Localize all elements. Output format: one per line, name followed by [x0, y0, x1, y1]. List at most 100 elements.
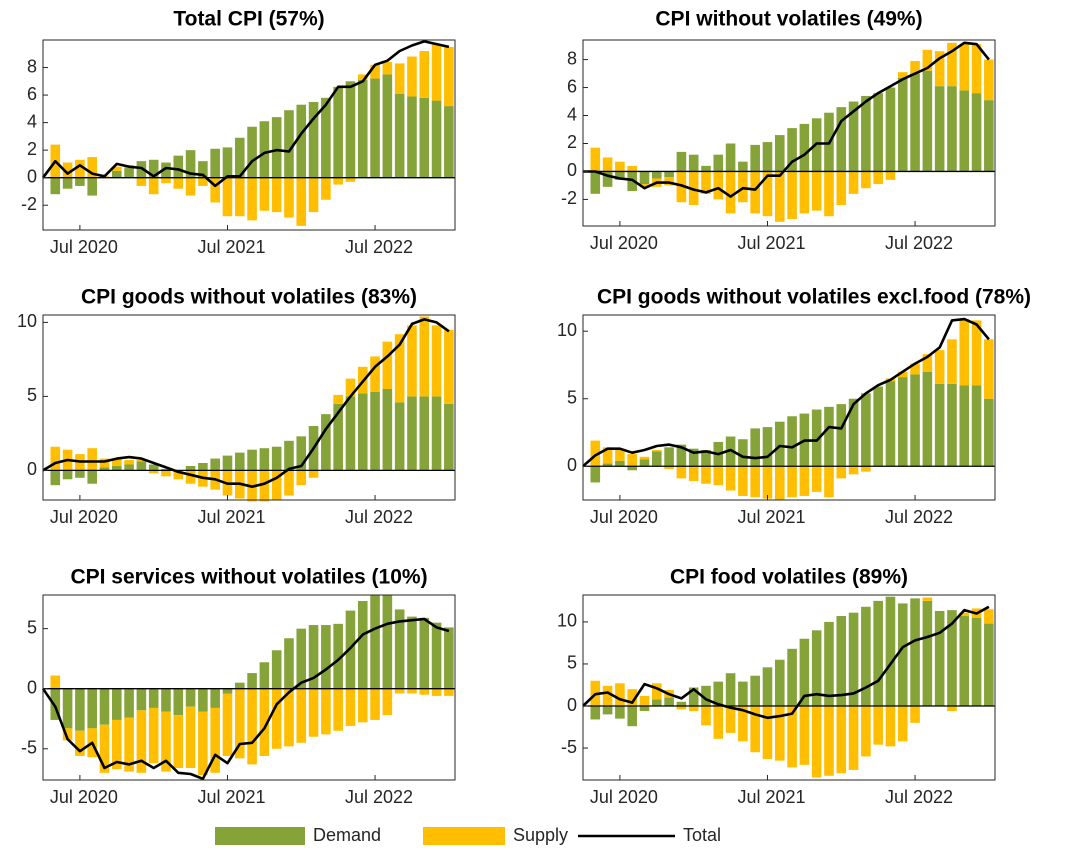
bar — [651, 450, 662, 452]
bar — [676, 466, 687, 479]
bar — [382, 688, 393, 716]
bar — [87, 157, 97, 178]
legend-swatch — [423, 827, 505, 845]
bar — [431, 396, 442, 471]
bar — [370, 595, 380, 689]
bar — [296, 470, 307, 486]
y-tick-label: -2 — [561, 188, 577, 208]
y-tick-label: 10 — [17, 311, 37, 331]
bar — [222, 455, 233, 471]
bar — [419, 97, 430, 178]
axes-box — [582, 314, 996, 501]
bar — [725, 673, 736, 706]
bar — [787, 706, 797, 768]
bar — [357, 601, 368, 689]
bar — [651, 451, 662, 467]
bar — [296, 104, 307, 178]
bar — [136, 461, 147, 471]
bar — [725, 466, 736, 491]
bar — [382, 595, 393, 689]
bar — [750, 706, 760, 753]
bar — [602, 171, 613, 187]
x-tick-label: Jul 2020 — [590, 787, 658, 807]
bar — [333, 86, 343, 178]
bar — [111, 688, 122, 720]
bar — [185, 177, 196, 196]
bar — [910, 598, 920, 706]
y-tick-label: 5 — [27, 385, 37, 405]
bar — [444, 46, 454, 107]
bar — [444, 106, 454, 178]
bar — [615, 683, 625, 706]
x-tick-label: Jul 2020 — [590, 507, 658, 527]
bar — [173, 470, 184, 480]
bar — [774, 466, 785, 500]
bar — [296, 688, 307, 743]
x-tick-label: Jul 2020 — [50, 237, 118, 257]
bar — [836, 466, 847, 479]
bar — [922, 70, 933, 172]
bar — [787, 466, 797, 498]
bar — [259, 662, 270, 689]
bar — [676, 444, 687, 467]
bar — [357, 74, 368, 80]
bar — [87, 448, 97, 471]
y-tick-label: 2 — [567, 132, 577, 152]
x-tick-label: Jul 2022 — [345, 787, 413, 807]
bar — [848, 171, 859, 194]
bar — [811, 466, 822, 492]
bar — [136, 710, 147, 773]
bar — [910, 73, 920, 172]
bar — [321, 688, 331, 735]
x-tick-label: Jul 2021 — [197, 787, 265, 807]
bar — [701, 165, 711, 172]
bar — [407, 396, 417, 471]
bar — [75, 730, 85, 756]
bar — [394, 334, 405, 403]
bar — [50, 446, 61, 471]
bar — [382, 389, 393, 471]
bar — [394, 93, 405, 178]
bar — [99, 724, 110, 773]
y-tick-label: -5 — [21, 738, 37, 758]
bar — [259, 448, 270, 471]
bar — [136, 460, 147, 462]
bar — [185, 150, 196, 178]
bar — [971, 320, 982, 386]
bar — [787, 648, 797, 706]
bar — [210, 148, 220, 178]
bar — [885, 706, 896, 747]
bar — [370, 78, 380, 178]
bar — [885, 381, 896, 467]
bar — [947, 383, 957, 467]
bar — [799, 706, 810, 765]
bar — [75, 159, 85, 178]
bar — [345, 177, 356, 182]
bar — [922, 354, 933, 372]
bar — [590, 171, 601, 194]
bar — [934, 610, 945, 706]
bar — [234, 137, 245, 178]
panel-title: CPI goods without volatiles (83%) — [81, 286, 417, 309]
bar — [984, 609, 994, 624]
bar — [247, 177, 257, 221]
bar — [664, 466, 674, 469]
bar — [984, 398, 994, 467]
bar — [602, 447, 613, 464]
y-tick-label: 0 — [567, 695, 577, 715]
bar — [836, 706, 847, 774]
bar — [210, 177, 220, 203]
bar — [222, 147, 233, 178]
bar — [959, 612, 970, 617]
bar — [321, 625, 331, 689]
bar — [222, 693, 233, 756]
bar — [639, 459, 650, 467]
bar — [787, 416, 797, 467]
bar — [639, 456, 650, 460]
bar — [774, 135, 785, 172]
bar — [87, 688, 97, 729]
bar — [897, 77, 908, 172]
bar — [602, 157, 613, 172]
x-tick-label: Jul 2020 — [50, 787, 118, 807]
bar — [651, 683, 662, 700]
